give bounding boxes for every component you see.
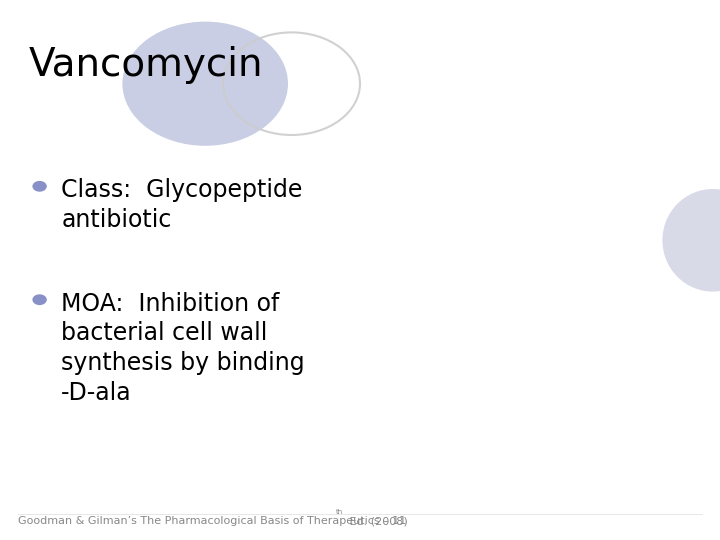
Text: MOA:  Inhibition of
bacterial cell wall
synthesis by binding
-D-ala: MOA: Inhibition of bacterial cell wall s… [61, 292, 305, 404]
Text: Ed. (2008): Ed. (2008) [346, 516, 408, 526]
Text: th: th [336, 509, 343, 515]
Text: Vancomycin: Vancomycin [29, 46, 264, 84]
Circle shape [32, 181, 47, 192]
Text: Class:  Glycopeptide
antibiotic: Class: Glycopeptide antibiotic [61, 178, 302, 232]
Text: Goodman & Gilman’s The Pharmacological Basis of Therapeutics – 11: Goodman & Gilman’s The Pharmacological B… [18, 516, 406, 526]
Circle shape [122, 22, 288, 146]
Circle shape [32, 294, 47, 305]
Ellipse shape [662, 189, 720, 292]
